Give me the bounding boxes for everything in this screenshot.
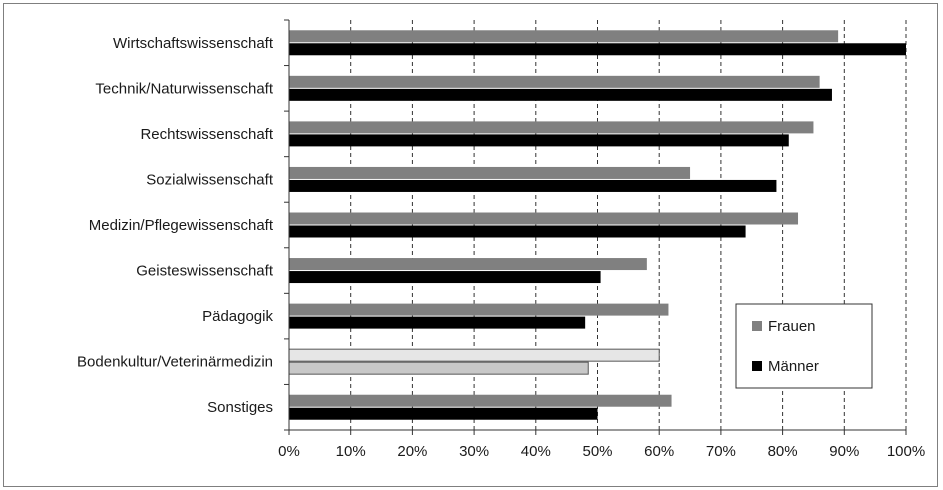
x-tick-label: 100% xyxy=(887,443,925,460)
category-label: Wirtschaftswissenschaft xyxy=(113,35,274,52)
category-label: Geisteswissenschaft xyxy=(136,263,274,280)
bar-maenner xyxy=(289,225,746,238)
category-label: Sozialwissenschaft xyxy=(146,171,274,188)
bar-maenner xyxy=(289,134,789,147)
bar-maenner xyxy=(289,88,832,101)
bar-frauen xyxy=(289,394,672,407)
legend-swatch-maenner xyxy=(752,361,762,371)
x-tick-label: 90% xyxy=(829,443,859,460)
bar-frauen xyxy=(289,303,669,316)
x-tick-label: 0% xyxy=(278,443,300,460)
bar-frauen xyxy=(289,212,799,225)
x-tick-labels: 0% 10% 20% 30% 40% 50% 60% 70% 80% 90% 100% xyxy=(278,443,925,460)
category-label: Medizin/Pflegewissenschaft xyxy=(89,217,274,234)
x-tick-label: 80% xyxy=(768,443,798,460)
bar-maenner xyxy=(289,407,598,420)
bars xyxy=(288,30,906,420)
x-tick-label: 10% xyxy=(336,443,366,460)
x-tick-label: 20% xyxy=(397,443,427,460)
category-label: Pädagogik xyxy=(202,308,273,325)
category-label: Rechtswissenschaft xyxy=(140,126,273,143)
x-tick-label: 50% xyxy=(582,443,612,460)
bar-maenner xyxy=(289,316,586,329)
legend-swatch-frauen xyxy=(752,321,762,331)
axes xyxy=(284,19,907,435)
x-tick-label: 70% xyxy=(706,443,736,460)
legend-label-maenner: Männer xyxy=(768,358,819,375)
bar-maenner xyxy=(289,271,601,284)
bar-frauen xyxy=(289,30,839,43)
category-labels: Wirtschaftswissenschaft Technik/Naturwiss… xyxy=(77,35,274,416)
bar-frauen xyxy=(288,348,660,362)
bar-maenner xyxy=(288,361,589,375)
x-tick-label: 60% xyxy=(644,443,674,460)
legend: Frauen Männer xyxy=(735,303,873,389)
category-label: Sonstiges xyxy=(207,399,273,416)
bar-frauen xyxy=(289,258,647,271)
category-label: Technik/Naturwissenschaft xyxy=(95,80,273,97)
grid-lines xyxy=(350,20,907,430)
bar-maenner xyxy=(289,179,777,192)
legend-box xyxy=(735,303,873,389)
category-label: Bodenkultur/Veterinärmedizin xyxy=(77,354,273,371)
bar-maenner xyxy=(289,43,906,56)
bar-frauen xyxy=(289,166,691,179)
x-tick-label: 40% xyxy=(521,443,551,460)
bar-chart: Wirtschaftswissenschaft Technik/Naturwiss… xyxy=(77,19,925,460)
chart-frame: Wirtschaftswissenschaft Technik/Naturwiss… xyxy=(3,3,938,487)
bar-frauen xyxy=(289,121,814,134)
bar-frauen xyxy=(289,75,820,88)
x-tick-label: 30% xyxy=(459,443,489,460)
legend-label-frauen: Frauen xyxy=(768,318,816,335)
